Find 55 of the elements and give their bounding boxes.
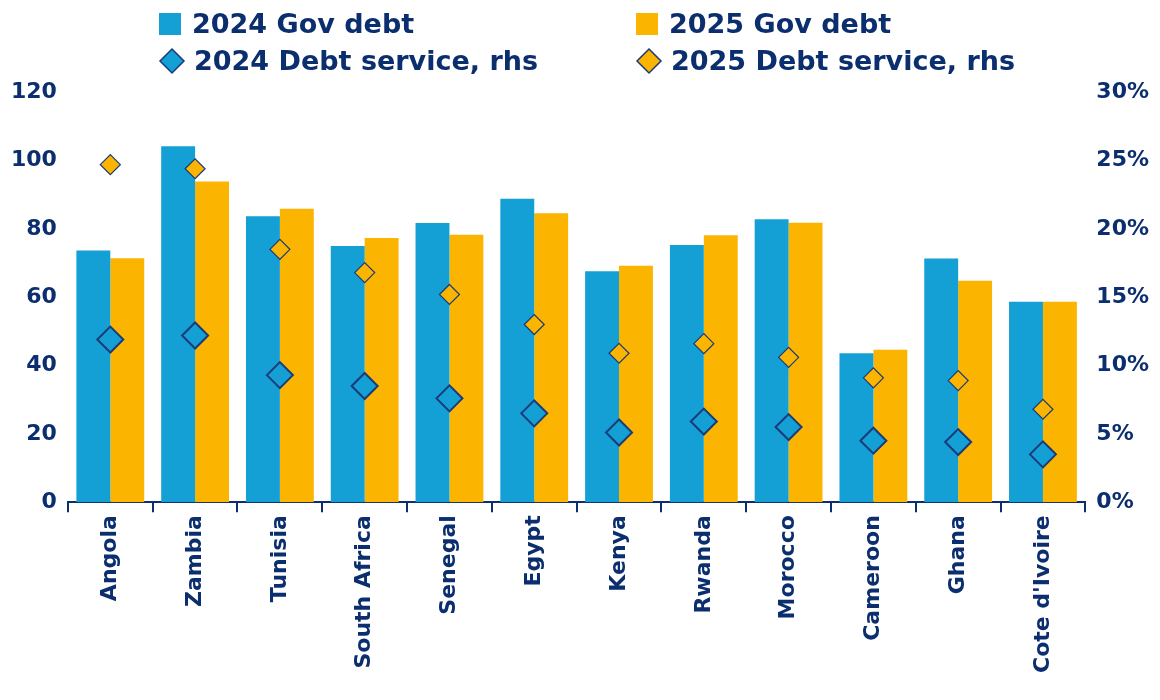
x-tick-label: Cote d'Ivoire	[1028, 515, 1054, 673]
point	[350, 372, 379, 401]
legend-label: 2025 Gov debt	[669, 8, 892, 39]
point	[435, 384, 464, 413]
point	[438, 283, 461, 306]
x-tick-label: Egypt	[519, 514, 545, 587]
legend-label: 2024 Gov debt	[192, 8, 415, 39]
point	[689, 407, 718, 436]
point	[523, 313, 545, 336]
y-tick-label: 120	[10, 77, 57, 103]
x-tick-label: Kenya	[604, 515, 630, 592]
x-tick-label: Cameroon	[859, 515, 885, 641]
y-tick-label: 40	[26, 351, 57, 377]
x-tick-label: Tunisia	[265, 515, 291, 603]
y-tick-label: 20	[26, 419, 57, 445]
point	[944, 428, 973, 457]
y2-tick-label: 20%	[1096, 214, 1150, 240]
y2-tick-label: 15%	[1096, 282, 1150, 308]
point	[99, 154, 121, 176]
point	[859, 426, 888, 455]
point	[520, 399, 549, 428]
y-tick-label: 80	[26, 214, 57, 240]
point	[269, 238, 291, 260]
point	[1032, 398, 1054, 420]
x-tick-label: Angola	[96, 515, 122, 602]
bar	[110, 258, 145, 503]
y2-tick-label: 25%	[1096, 146, 1150, 172]
x-tick-label: Zambia	[180, 515, 206, 608]
point	[608, 342, 630, 364]
y2-tick-label: 5%	[1096, 419, 1134, 445]
point	[181, 321, 210, 350]
x-tick-label: Rwanda	[689, 515, 715, 614]
point	[778, 346, 800, 368]
legend-label: 2024 Debt service, rhs	[194, 45, 539, 76]
y2-tick-label: 0%	[1096, 487, 1134, 513]
point	[947, 369, 969, 392]
y-tick-label: 100	[10, 146, 57, 172]
point	[693, 333, 715, 355]
point	[1028, 440, 1057, 469]
point	[96, 325, 125, 354]
y-tick-label: 60	[26, 282, 57, 308]
point	[265, 361, 294, 390]
legend-label: 2025 Debt service, rhs	[671, 45, 1016, 76]
x-tick-label: Ghana	[943, 515, 969, 595]
x-tick-label: South Africa	[350, 515, 376, 669]
point	[354, 262, 376, 284]
point	[605, 418, 634, 447]
y-tick-label: 0	[41, 487, 57, 513]
point	[862, 367, 884, 389]
point	[774, 413, 803, 442]
y2-tick-label: 10%	[1096, 351, 1150, 377]
point	[184, 158, 206, 180]
x-tick-label: Senegal	[435, 515, 461, 615]
x-tick-label: Morocco	[774, 515, 800, 620]
y2-tick-label: 30%	[1096, 77, 1150, 103]
